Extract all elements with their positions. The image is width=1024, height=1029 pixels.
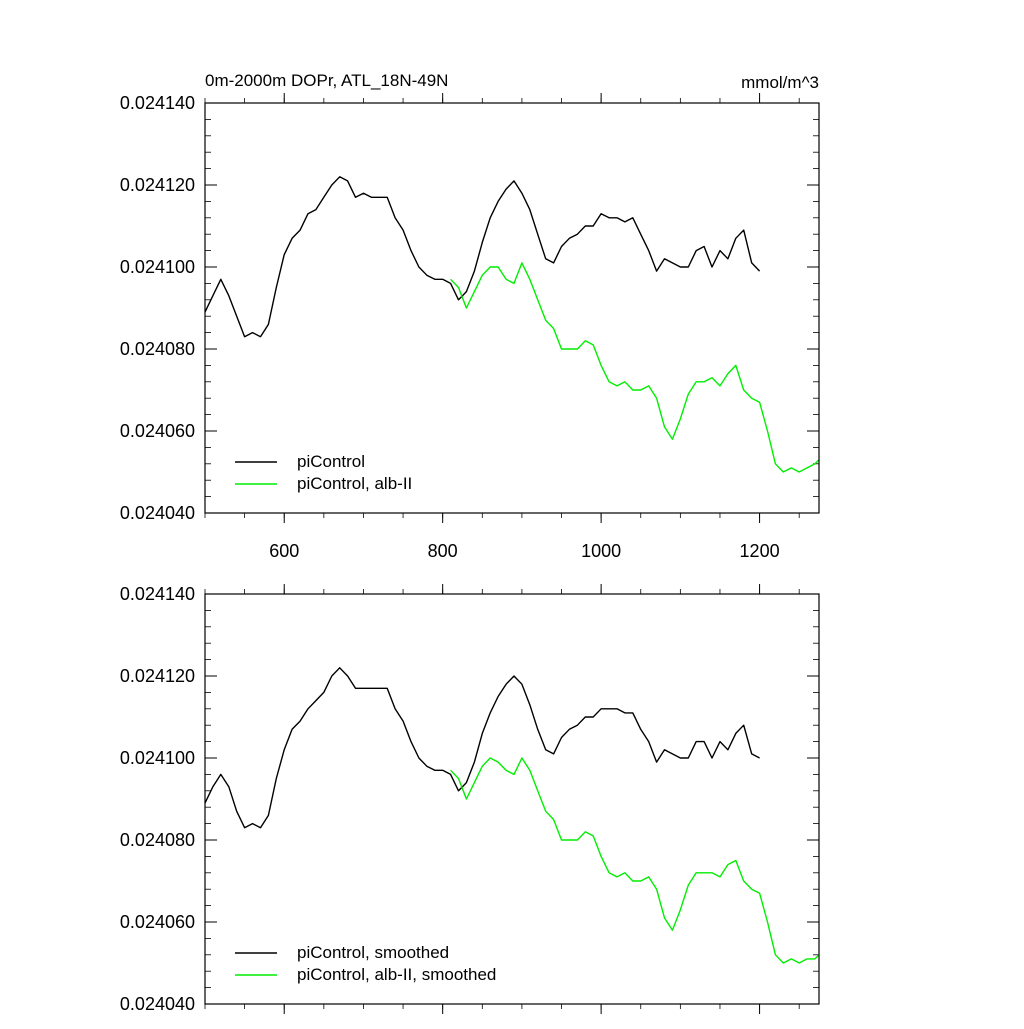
bottom-legend: piControl, smoothed piControl, alb-II, sm… (235, 943, 496, 984)
top-panel-marks: 0.024040 0.024060 0.024080 0.024100 0.024120… (120, 93, 820, 561)
series-line-alb-ii (450, 262, 820, 473)
y-tick-label: 0.024060 (120, 912, 195, 932)
x-tick-label: 1000 (581, 541, 621, 561)
chart-title: 0m-2000m DOPr, ATL_18N-49N (205, 71, 448, 90)
series-line-picontrol (204, 667, 760, 829)
y-tick-label: 0.024040 (120, 994, 195, 1014)
y-tick-label: 0.024140 (120, 93, 195, 113)
y-tick-label: 0.024100 (120, 257, 195, 277)
y-tick-label: 0.024120 (120, 666, 195, 686)
y-tick-label: 0.024060 (120, 421, 195, 441)
y-tick-label: 0.024120 (120, 175, 195, 195)
x-tick-label: 800 (428, 541, 458, 561)
legend-label: piControl, alb-II, smoothed (297, 965, 496, 984)
y-tick-label: 0.024140 (120, 584, 195, 604)
bottom-panel: 0.024040 0.024060 0.024080 0.024100 0.024120… (120, 584, 820, 1014)
bottom-panel-marks: 0.024040 0.024060 0.024080 0.024100 0.024120… (120, 584, 820, 1014)
y-tick-label: 0.024040 (120, 503, 195, 523)
top-legend: piControl piControl, alb-II (235, 452, 412, 493)
x-tick-label: 1200 (740, 541, 780, 561)
legend-label: piControl, smoothed (297, 943, 449, 962)
units-label: mmol/m^3 (741, 73, 819, 92)
legend-label: piControl, alb-II (297, 474, 412, 493)
series-line-picontrol (204, 176, 761, 338)
y-tick-label: 0.024100 (120, 748, 195, 768)
top-panel-frame (204, 102, 820, 514)
x-tick-label: 600 (269, 541, 299, 561)
y-tick-label: 0.024080 (120, 830, 195, 850)
y-tick-label: 0.024080 (120, 339, 195, 359)
series-line-alb-ii (450, 757, 820, 964)
top-panel: 0.024040 0.024060 0.024080 0.024100 0.024120… (120, 71, 820, 561)
bottom-panel-frame (204, 593, 820, 1005)
legend-label: piControl (297, 452, 365, 471)
